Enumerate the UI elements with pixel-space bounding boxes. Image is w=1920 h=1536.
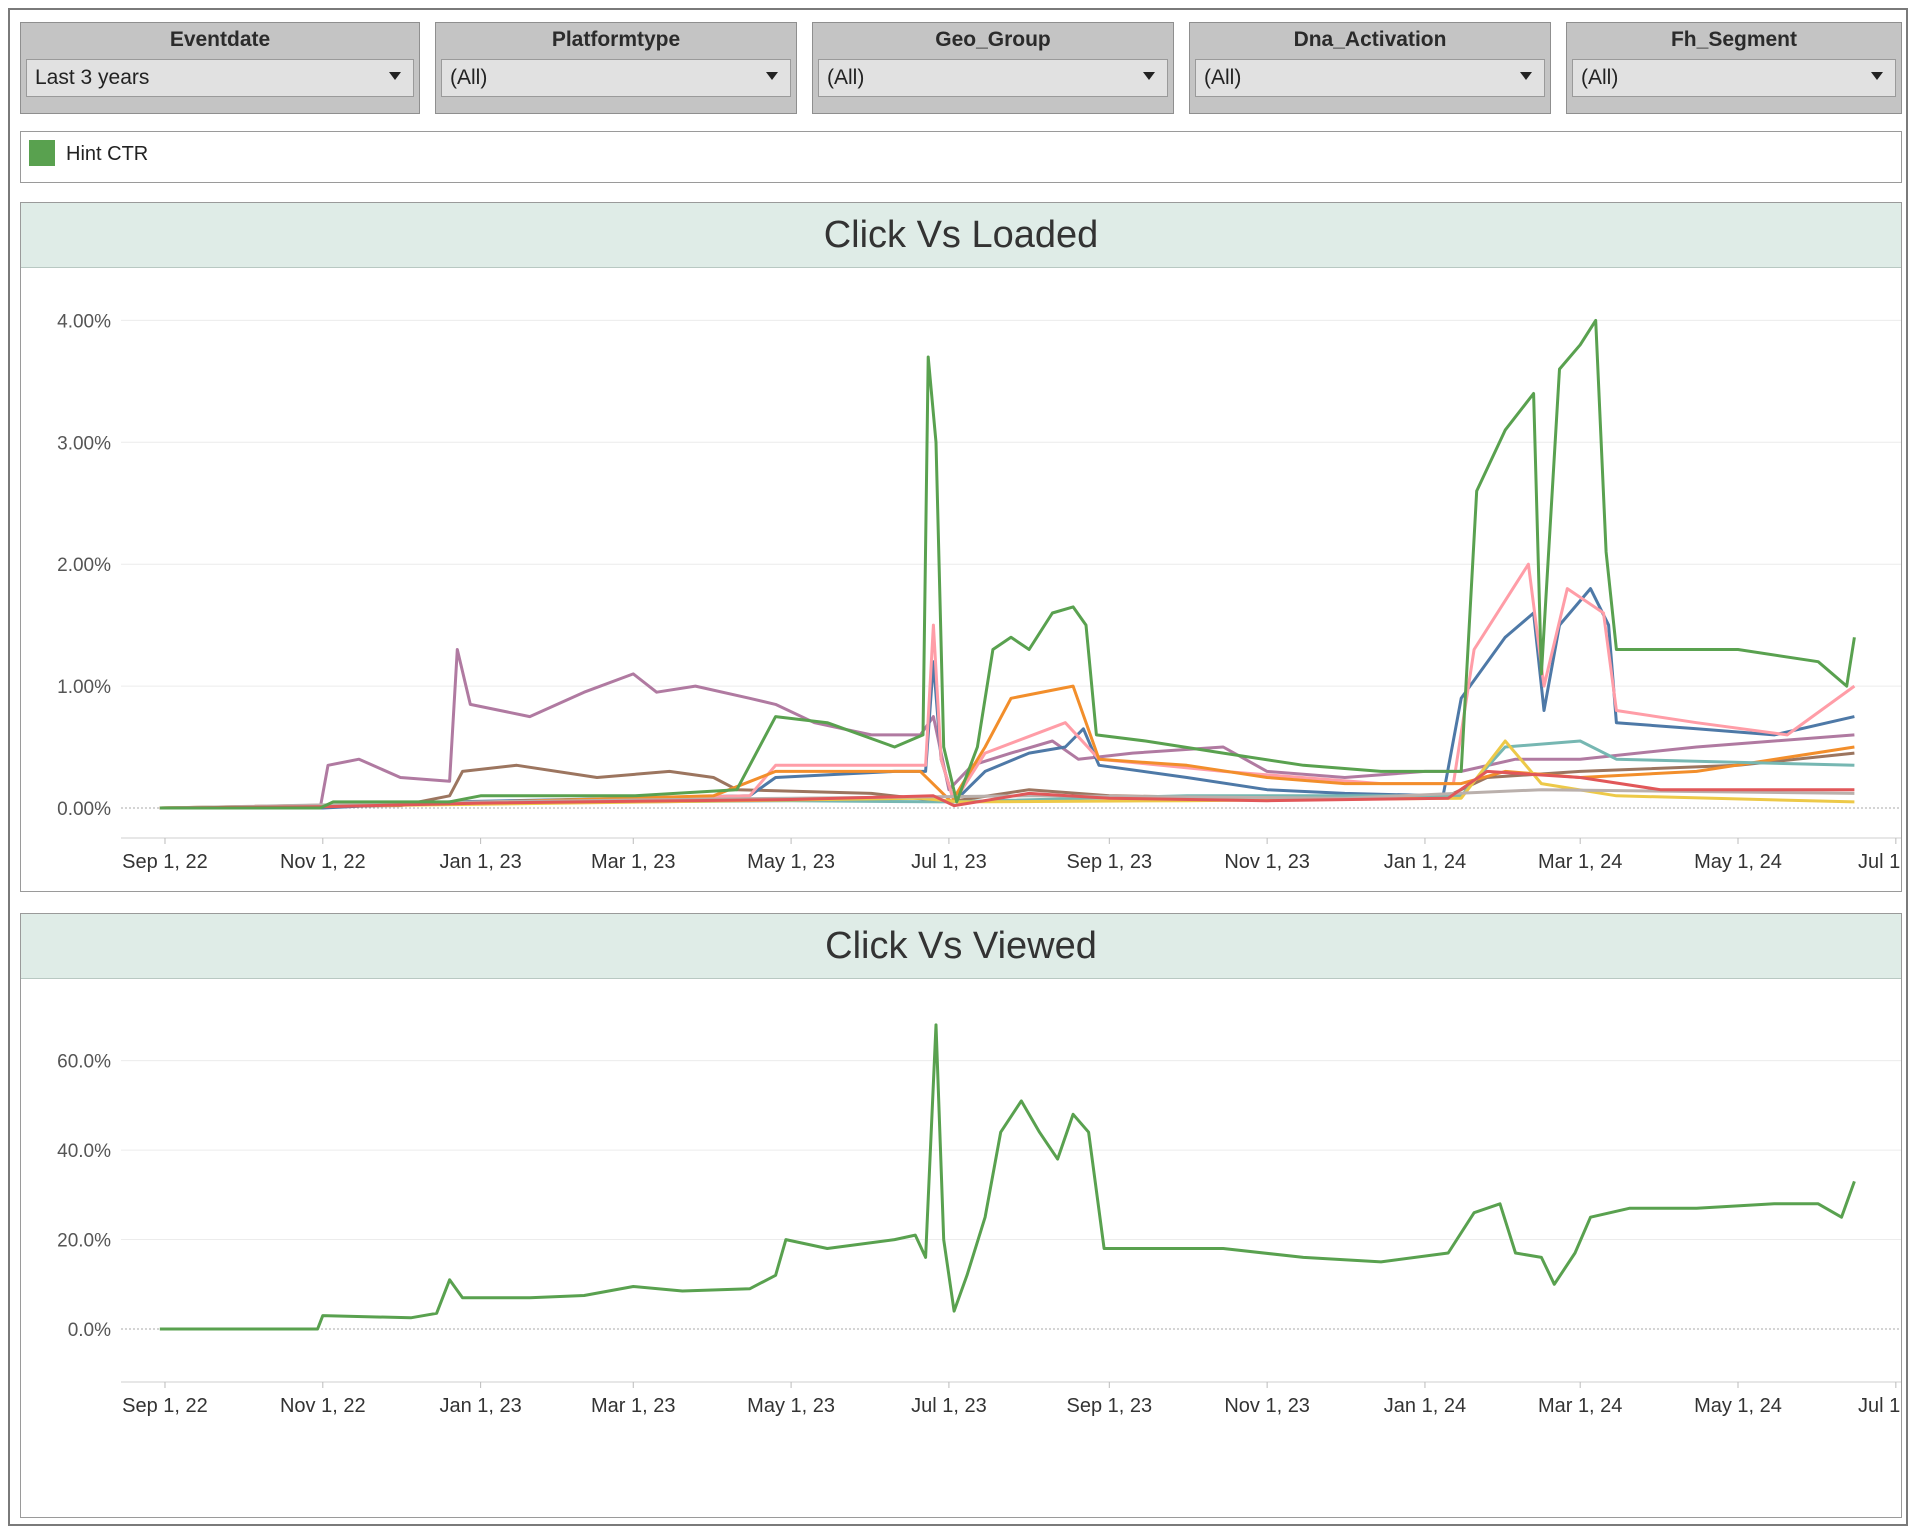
dropdown-arrow-icon[interactable] (1871, 72, 1883, 80)
dropdown-arrow-icon[interactable] (1143, 72, 1155, 80)
x-tick-label: May 1, 23 (747, 1395, 835, 1417)
x-tick-label: Nov 1, 22 (280, 851, 366, 873)
x-tick-label: Mar 1, 24 (1538, 851, 1622, 873)
x-tick-label: Nov 1, 23 (1224, 1395, 1310, 1417)
series-line-10[interactable] (159, 318, 1856, 810)
x-tick-label: Nov 1, 23 (1224, 851, 1310, 873)
series-line-1[interactable] (159, 1023, 1856, 1331)
y-tick-label: 4.00% (57, 311, 111, 332)
x-tick-label: Jan 1, 23 (439, 1395, 521, 1417)
y-tick-label: 60.0% (57, 1052, 111, 1073)
x-tick-label: Sep 1, 23 (1067, 1395, 1153, 1417)
filter-label: Eventdate (169, 28, 271, 51)
dropdown-arrow-icon[interactable] (1520, 72, 1532, 80)
x-tick-label: Jul 1, 23 (911, 1395, 987, 1417)
series-line-1[interactable] (159, 648, 1855, 810)
x-tick-label: May 1, 24 (1694, 1395, 1782, 1417)
color-legend: Hint CTR (20, 131, 1902, 183)
filter-label: Fh_Segment (1670, 28, 1798, 51)
legend-swatch[interactable] (29, 140, 55, 166)
filter-value: (All) (1581, 66, 1619, 89)
dropdown-arrow-icon[interactable] (766, 72, 778, 80)
filter-dna-activation: Dna_Activation (All) (1189, 22, 1551, 114)
series-line-9[interactable] (159, 769, 1855, 810)
filter-dropdown[interactable]: (All) (441, 59, 791, 97)
click-vs-loaded-panel: Click Vs Loaded 0.00% 1.00% 2.00% 3.00% 4.00… (20, 202, 1902, 892)
x-tick-label: May 1, 24 (1694, 851, 1782, 873)
x-tick-label: Mar 1, 23 (591, 1395, 675, 1417)
filter-label: Geo_Group (935, 28, 1051, 51)
x-tick-label: Jul 1, 23 (911, 851, 987, 873)
filter-value: Last 3 years (35, 66, 150, 89)
click-vs-viewed-chart[interactable]: 0.0% 20.0% 40.0% 60.0% Sep 1, 22 Nov 1, 22 Jan… (21, 979, 1901, 1518)
filter-dropdown[interactable]: (All) (818, 59, 1168, 97)
click-vs-loaded-chart[interactable]: 0.00% 1.00% 2.00% 3.00% 4.00% Sep 1, 22 Nov 1,… (21, 268, 1901, 892)
x-tick-label: Mar 1, 23 (591, 851, 675, 873)
filter-dropdown[interactable]: (All) (1572, 59, 1896, 97)
y-tick-label: 20.0% (57, 1231, 111, 1252)
filter-value: (All) (1204, 66, 1242, 89)
panel-title: Click Vs Viewed (21, 914, 1901, 979)
y-tick-label: 0.00% (57, 799, 111, 820)
filter-value: (All) (450, 66, 488, 89)
panel-title: Click Vs Loaded (21, 203, 1901, 268)
x-tick-label: Jul 1, 24 (1858, 851, 1901, 873)
y-tick-label: 1.00% (57, 677, 111, 698)
dropdown-arrow-icon[interactable] (389, 72, 401, 80)
filter-label: Dna_Activation (1293, 28, 1447, 51)
filter-label: Platformtype (551, 28, 681, 51)
y-tick-label: 40.0% (57, 1141, 111, 1162)
filter-platformtype: Platformtype (All) (435, 22, 797, 114)
click-vs-viewed-panel: Click Vs Viewed 0.0% 20.0% 40.0% 60.0% Sep 1… (20, 913, 1902, 1518)
x-tick-label: Mar 1, 24 (1538, 1395, 1622, 1417)
x-tick-label: Sep 1, 22 (122, 1395, 208, 1417)
dashboard-frame (8, 8, 1908, 1526)
x-tick-label: Sep 1, 23 (1067, 851, 1153, 873)
filter-value: (All) (827, 66, 865, 89)
filter-eventdate: Eventdate Last 3 years (20, 22, 420, 114)
legend-label: Hint CTR (66, 143, 149, 165)
y-tick-label: 2.00% (57, 555, 111, 576)
x-tick-label: Jul 1, 24 (1858, 1395, 1901, 1417)
x-tick-label: Jan 1, 23 (439, 851, 521, 873)
filter-geo-group: Geo_Group (All) (812, 22, 1174, 114)
filter-dropdown[interactable]: (All) (1195, 59, 1545, 97)
filter-fh-segment: Fh_Segment (All) (1566, 22, 1902, 114)
x-tick-label: Jan 1, 24 (1384, 1395, 1466, 1417)
series-line-3[interactable] (159, 587, 1855, 810)
filter-dropdown[interactable]: Last 3 years (26, 59, 414, 97)
x-tick-label: Sep 1, 22 (122, 851, 208, 873)
x-tick-label: May 1, 23 (747, 851, 835, 873)
x-tick-label: Jan 1, 24 (1384, 851, 1466, 873)
y-tick-label: 3.00% (57, 433, 111, 454)
y-tick-label: 0.0% (68, 1320, 111, 1341)
x-tick-label: Nov 1, 22 (280, 1395, 366, 1417)
